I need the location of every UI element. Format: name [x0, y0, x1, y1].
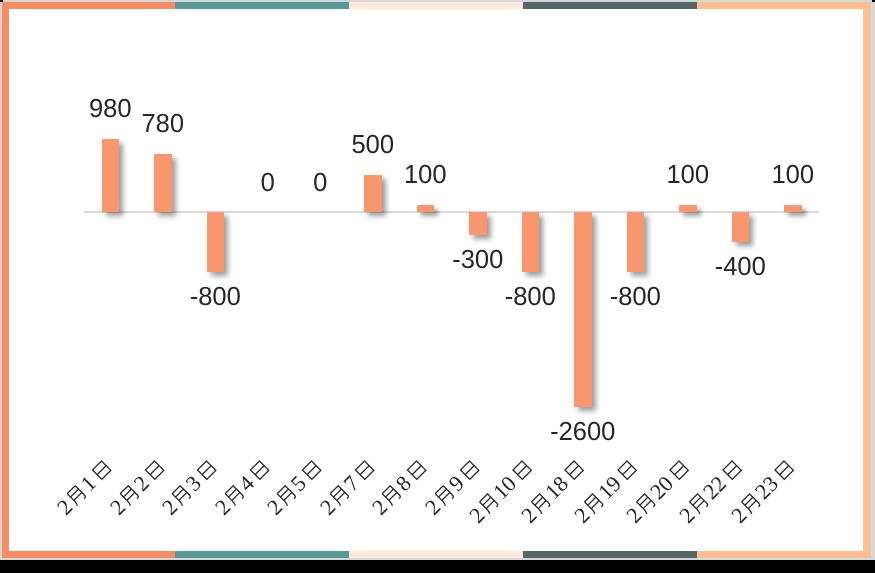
svg-text:2: 2 [263, 495, 287, 520]
svg-text:2: 2 [728, 503, 752, 528]
svg-text:2: 2 [316, 495, 340, 520]
svg-text:2: 2 [211, 495, 235, 520]
svg-text:2: 2 [675, 503, 699, 528]
svg-text:2: 2 [421, 495, 445, 520]
svg-text:2: 2 [518, 503, 542, 528]
svg-text:2: 2 [465, 503, 489, 528]
svg-text:2: 2 [53, 495, 77, 520]
svg-text:2: 2 [570, 503, 594, 528]
svg-text:2: 2 [106, 495, 130, 520]
svg-text:2: 2 [623, 503, 647, 528]
svg-text:2: 2 [158, 495, 182, 520]
svg-text:2: 2 [368, 495, 392, 520]
